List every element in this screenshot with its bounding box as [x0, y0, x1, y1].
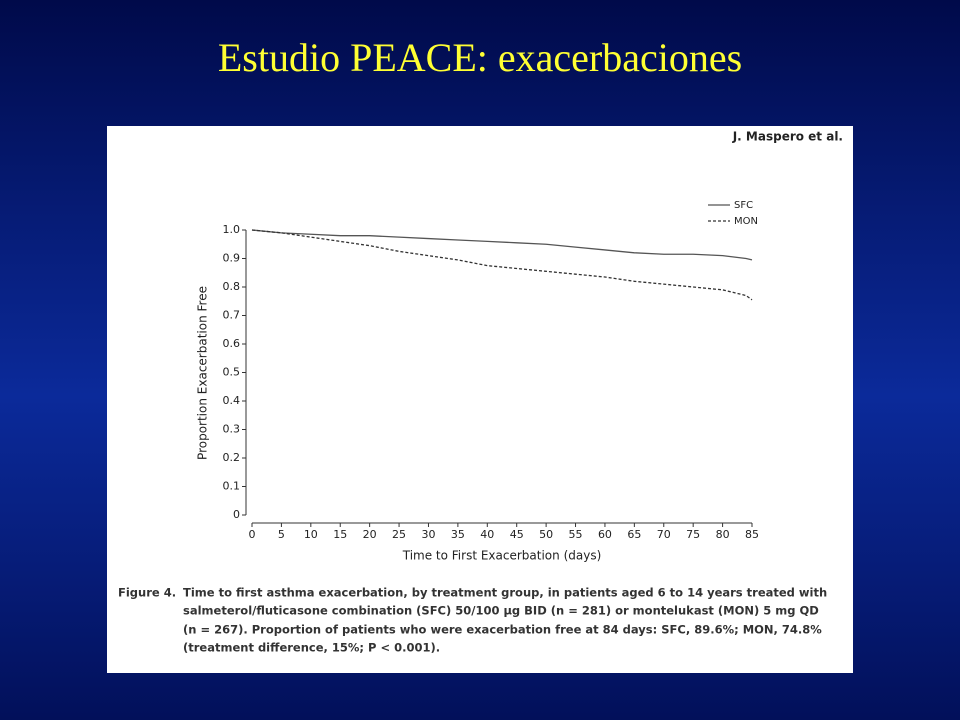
x-tick-label: 25 — [392, 528, 406, 541]
caption-line: (treatment difference, 15%; P < 0.001). — [183, 641, 440, 655]
series-line — [251, 229, 753, 261]
x-tick-label: 70 — [657, 528, 671, 541]
x-tick-label: 15 — [333, 528, 347, 541]
y-tick-label: 1.0 — [223, 223, 241, 236]
x-tick-label: 80 — [716, 528, 730, 541]
x-tick-label: 30 — [421, 528, 435, 541]
author: J. Maspero et al. — [732, 130, 843, 144]
x-tick-label: 5 — [278, 528, 285, 541]
x-tick-label: 85 — [745, 528, 759, 541]
x-tick-label: 75 — [686, 528, 700, 541]
y-tick-label: 0.4 — [223, 394, 241, 407]
y-tick-label: 0 — [233, 508, 240, 521]
legend-label: MON — [734, 216, 758, 227]
x-tick-label: 55 — [569, 528, 583, 541]
caption-line: (n = 267). Proportion of patients who we… — [183, 623, 822, 637]
x-tick-label: 10 — [304, 528, 318, 541]
y-tick-label: 0.1 — [223, 480, 241, 493]
y-tick-label: 0.8 — [223, 280, 241, 293]
slide-title: Estudio PEACE: exacerbaciones — [218, 35, 742, 80]
x-tick-label: 60 — [598, 528, 612, 541]
y-tick-label: 0.7 — [223, 309, 241, 322]
caption-line: salmeterol/fluticasone combination (SFC)… — [183, 604, 819, 618]
x-tick-label: 50 — [539, 528, 553, 541]
x-tick-label: 40 — [480, 528, 494, 541]
y-tick-label: 0.3 — [223, 423, 241, 436]
caption-line: Time to first asthma exacerbation, by tr… — [183, 586, 827, 600]
x-tick-label: 35 — [451, 528, 465, 541]
legend-label: SFC — [734, 200, 753, 211]
figure-panel — [107, 126, 853, 673]
x-tick-label: 45 — [510, 528, 524, 541]
y-tick-label: 0.2 — [223, 451, 241, 464]
x-tick-label: 20 — [363, 528, 377, 541]
y-axis-label: Proportion Exacerbation Free — [196, 286, 210, 460]
x-tick-label: 0 — [249, 528, 256, 541]
y-tick-label: 0.9 — [223, 252, 241, 265]
caption-label: Figure 4. — [118, 586, 176, 600]
y-tick-label: 0.5 — [223, 366, 241, 379]
x-tick-label: 65 — [627, 528, 641, 541]
y-tick-label: 0.6 — [223, 337, 241, 350]
x-axis-label: Time to First Exacerbation (days) — [402, 549, 602, 563]
series-line — [251, 229, 753, 301]
